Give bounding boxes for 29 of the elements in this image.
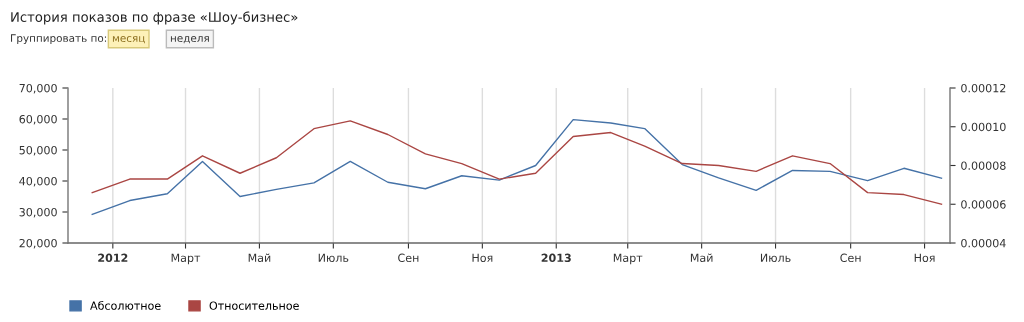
text: Группировать по: [11, 34, 107, 45]
text: неделя [170, 36, 209, 44]
x-tick-label: 2013 [541, 253, 571, 263]
x-tick-label: Июль [318, 253, 349, 263]
x-tick-label: Март [171, 253, 201, 265]
y2-tick-label: 0.00006 [961, 200, 1006, 209]
y2-tick-label: 0.00010 [961, 122, 1006, 132]
y-tick-label: 60,000 [19, 114, 57, 125]
x-tick-label: Май [248, 253, 271, 263]
x-tick-label: Июль [760, 253, 791, 263]
y2-tick-label: 0.00008 [961, 161, 1006, 170]
y2-tick-label: 0.00004 [961, 238, 1006, 248]
x-tick-label: Сен [840, 253, 861, 263]
y-tick-label: 40,000 [19, 176, 57, 187]
x-tick-label: Март [613, 253, 643, 265]
legend-label: Абсолютное [90, 301, 161, 310]
chart-title: История показов по фразе «Шоу-бизнес» [11, 11, 298, 25]
text: месяц [112, 36, 145, 44]
y-tick-label: 70,000 [19, 83, 57, 94]
y-tick-label: 30,000 [19, 207, 57, 218]
y-tick-label: 20,000 [19, 238, 57, 249]
x-tick-label: Ноя [914, 253, 935, 263]
x-tick-label: Ноя [472, 253, 493, 263]
x-tick-label: Сен [398, 253, 419, 263]
y-tick-label: 50,000 [19, 145, 57, 156]
legend-label: Относительное [209, 301, 299, 310]
x-tick-label: Май [690, 253, 713, 263]
x-tick-label: 2012 [98, 253, 128, 263]
y2-tick-label: 0.00012 [961, 83, 1006, 93]
